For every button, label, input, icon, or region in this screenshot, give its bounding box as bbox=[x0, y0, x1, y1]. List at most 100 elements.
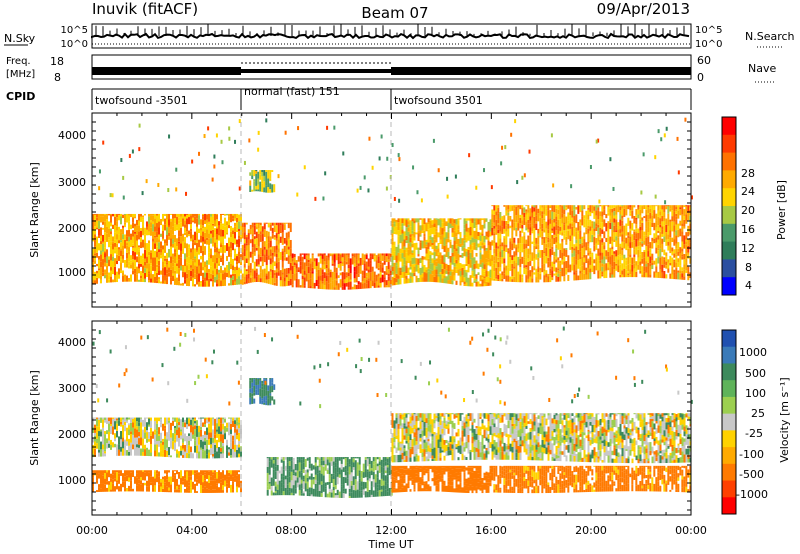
heatmap-cell bbox=[238, 228, 240, 232]
heatmap-cell bbox=[669, 262, 672, 266]
heatmap-cell bbox=[347, 264, 350, 269]
heatmap-cell bbox=[134, 240, 136, 248]
heatmap-cell bbox=[176, 429, 178, 436]
heatmap-cell bbox=[292, 461, 295, 470]
heatmap-cell bbox=[315, 272, 318, 280]
heatmap-cell bbox=[369, 280, 372, 289]
heatmap-cell bbox=[283, 257, 286, 261]
heatmap-cell bbox=[168, 213, 170, 220]
heatmap-cell bbox=[302, 475, 305, 480]
heatmap-cell bbox=[267, 385, 270, 391]
heatmap-cell bbox=[645, 228, 648, 236]
heatmap-cell bbox=[274, 471, 277, 476]
heatmap-cell bbox=[565, 249, 568, 257]
heatmap-cell bbox=[511, 205, 514, 211]
heatmap-cell bbox=[340, 457, 343, 460]
heatmap-cell bbox=[583, 254, 586, 258]
heatmap-cell bbox=[162, 224, 164, 231]
heatmap-cell bbox=[559, 263, 562, 270]
heatmap-cell bbox=[465, 220, 468, 224]
heatmap-cell bbox=[435, 219, 438, 229]
heatmap-cell bbox=[535, 223, 538, 231]
heatmap-cell bbox=[289, 239, 292, 249]
heatmap-cell bbox=[465, 272, 468, 277]
heatmap-cell bbox=[296, 470, 299, 478]
heatmap-cell bbox=[243, 239, 246, 244]
heatmap-cell bbox=[104, 473, 106, 479]
heatmap-cell bbox=[425, 239, 428, 243]
heatmap-cell bbox=[184, 224, 186, 228]
heatmap-cell bbox=[368, 473, 371, 479]
heatmap-cell bbox=[531, 225, 534, 232]
heatmap-cell bbox=[330, 473, 333, 477]
heatmap-cell bbox=[328, 457, 331, 463]
heatmap-cell bbox=[511, 260, 514, 264]
heatmap-cell bbox=[377, 273, 380, 277]
heatmap-cell bbox=[120, 248, 122, 251]
heatmap-cell bbox=[623, 205, 626, 209]
heatmap-cell bbox=[150, 278, 152, 283]
heatmap-cell bbox=[340, 463, 343, 467]
heatmap-cell bbox=[186, 243, 188, 253]
heatmap-cell bbox=[102, 449, 104, 453]
heatmap-cell bbox=[453, 219, 456, 224]
heatmap-cell bbox=[138, 479, 140, 484]
heatmap-cell bbox=[360, 477, 363, 482]
heatmap-cell bbox=[222, 244, 224, 254]
heatmap-cell bbox=[477, 272, 480, 275]
noise-right-tick-bottom: 10^0 bbox=[695, 39, 722, 50]
heatmap-cell bbox=[597, 248, 600, 256]
heatmap-cell bbox=[327, 268, 330, 273]
heatmap-cell bbox=[152, 249, 154, 258]
heatmap-cell bbox=[433, 259, 436, 266]
heatmap-cell bbox=[288, 491, 291, 496]
heatmap-cell bbox=[565, 207, 568, 211]
heatmap-cell bbox=[353, 284, 356, 290]
heatmap-cell bbox=[128, 423, 130, 426]
heatmap-cell bbox=[619, 264, 622, 269]
heatmap-cell bbox=[277, 257, 280, 262]
heatmap-cell bbox=[202, 422, 204, 427]
heatmap-cell bbox=[146, 221, 148, 227]
heatmap-cell bbox=[677, 262, 680, 267]
heatmap-cell bbox=[493, 263, 496, 268]
heatmap-cell bbox=[128, 221, 130, 230]
heatmap-cell bbox=[162, 275, 164, 284]
heatmap-cell bbox=[334, 485, 337, 490]
heatmap-cell bbox=[281, 232, 284, 239]
heatmap-cell bbox=[687, 274, 690, 281]
heatmap-cell bbox=[505, 231, 508, 237]
heatmap-cell bbox=[257, 246, 260, 255]
heatmap-cell bbox=[685, 241, 688, 245]
heatmap-cell bbox=[292, 475, 295, 479]
heatmap-cell bbox=[273, 225, 276, 232]
heatmap-cell bbox=[257, 228, 260, 233]
heatmap-cell bbox=[321, 264, 324, 270]
heatmap-cell bbox=[204, 418, 206, 425]
heatmap-cell bbox=[629, 228, 632, 231]
heatmap-cell bbox=[393, 241, 396, 246]
heatmap-cell bbox=[469, 249, 472, 253]
heatmap-cell bbox=[283, 252, 286, 258]
heatmap-cell bbox=[154, 218, 156, 227]
heatmap-cell bbox=[126, 435, 128, 442]
heatmap-cell bbox=[292, 457, 295, 462]
heatmap-cell bbox=[419, 465, 422, 469]
heatmap-cell bbox=[521, 224, 524, 229]
heatmap-cell bbox=[673, 221, 676, 226]
heatmap-cell bbox=[411, 243, 414, 248]
heatmap-cell bbox=[479, 245, 482, 251]
heatmap-cell bbox=[202, 441, 204, 450]
heatmap-cell bbox=[323, 278, 326, 286]
heatmap-cell bbox=[447, 465, 450, 472]
heatmap-cell bbox=[341, 261, 344, 265]
heatmap-cell bbox=[473, 221, 476, 229]
heatmap-cell bbox=[356, 469, 359, 476]
heatmap-cell bbox=[192, 277, 194, 287]
heatmap-cell bbox=[657, 248, 660, 251]
heatmap-cell bbox=[271, 170, 274, 173]
heatmap-cell bbox=[276, 479, 279, 485]
heatmap-cell bbox=[190, 213, 192, 216]
heatmap-cell bbox=[238, 417, 240, 420]
heatmap-cell bbox=[585, 242, 588, 251]
